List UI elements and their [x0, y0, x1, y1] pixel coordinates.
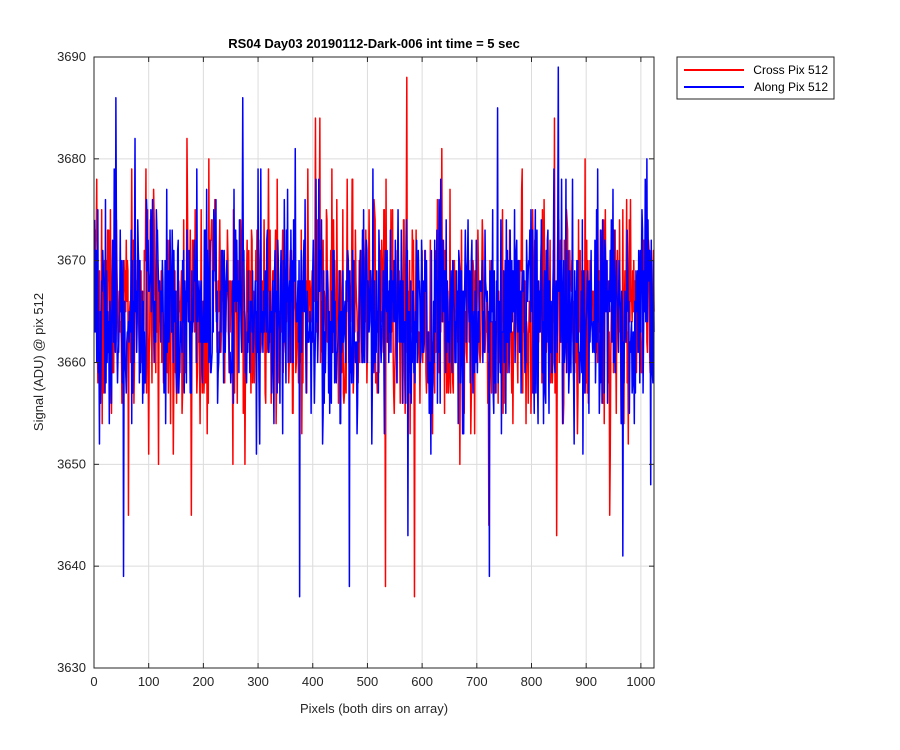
y-tick-label: 3690 [57, 49, 86, 64]
x-tick-label: 800 [521, 674, 543, 689]
y-tick-label: 3670 [57, 253, 86, 268]
x-tick-label: 200 [193, 674, 215, 689]
x-tick-label: 700 [466, 674, 488, 689]
x-tick-label: 900 [575, 674, 597, 689]
legend-box [676, 56, 835, 100]
y-tick-label: 3630 [57, 660, 86, 675]
legend-label: Along Pix 512 [754, 80, 828, 94]
x-tick-label: 500 [357, 674, 379, 689]
x-tick-label: 0 [90, 674, 97, 689]
y-tick-label: 3680 [57, 151, 86, 166]
series-line-along-pix-512 [93, 66, 655, 598]
chart-title: RS04 Day03 20190112-Dark-006 int time = … [228, 36, 520, 51]
x-tick-label: 100 [138, 674, 160, 689]
x-tick-label: 300 [247, 674, 269, 689]
y-tick-label: 3650 [57, 456, 86, 471]
x-tick-label: 400 [302, 674, 324, 689]
y-tick-label: 3640 [57, 558, 86, 573]
x-axis-title: Pixels (both dirs on array) [300, 701, 448, 716]
legend-label: Cross Pix 512 [753, 63, 828, 77]
y-axis-title: Signal (ADU) @ pix 512 [31, 293, 46, 431]
axis-ticks: 0 100 200 300 400 500 600 700 800 900 1000 3630 3640… [57, 49, 655, 689]
y-tick-label: 3660 [57, 355, 86, 370]
x-tick-label: 1000 [626, 674, 655, 689]
x-tick-label: 600 [411, 674, 433, 689]
legend: Cross Pix 512 Along Pix 512 [676, 56, 835, 100]
series-layer [93, 66, 655, 598]
